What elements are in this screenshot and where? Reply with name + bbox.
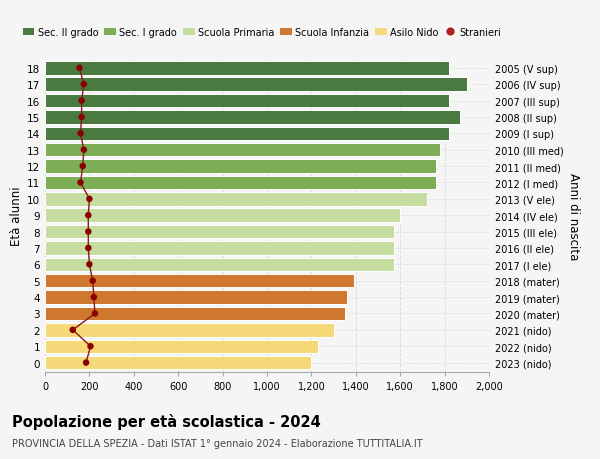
- Bar: [45, 193, 427, 206]
- Bar: [45, 111, 460, 124]
- Bar: [45, 242, 394, 255]
- Bar: [45, 324, 334, 337]
- Point: [78, 163, 88, 170]
- Bar: [45, 176, 436, 190]
- Text: Popolazione per età scolastica - 2024: Popolazione per età scolastica - 2024: [12, 413, 321, 429]
- Point: [85, 196, 94, 203]
- Point: [74, 65, 84, 73]
- Bar: [45, 274, 353, 288]
- Bar: [45, 291, 347, 304]
- Bar: [45, 225, 394, 239]
- Text: PROVINCIA DELLA SPEZIA - Dati ISTAT 1° gennaio 2024 - Elaborazione TUTTITALIA.IT: PROVINCIA DELLA SPEZIA - Dati ISTAT 1° g…: [12, 438, 422, 448]
- Bar: [45, 144, 440, 157]
- Bar: [45, 95, 449, 108]
- Y-axis label: Anni di nascita: Anni di nascita: [567, 172, 580, 259]
- Bar: [45, 160, 436, 174]
- Point: [79, 147, 89, 154]
- Bar: [45, 209, 400, 223]
- Point: [90, 310, 100, 318]
- Point: [76, 179, 85, 187]
- Y-axis label: Età alunni: Età alunni: [10, 186, 23, 246]
- Point: [85, 261, 94, 269]
- Point: [86, 343, 95, 350]
- Point: [83, 245, 93, 252]
- Bar: [45, 356, 311, 369]
- Point: [77, 98, 86, 105]
- Point: [68, 326, 77, 334]
- Point: [81, 359, 91, 366]
- Point: [89, 294, 98, 301]
- Legend: Sec. II grado, Sec. I grado, Scuola Primaria, Scuola Infanzia, Asilo Nido, Stran: Sec. II grado, Sec. I grado, Scuola Prim…: [19, 24, 505, 42]
- Bar: [45, 78, 467, 92]
- Point: [88, 277, 98, 285]
- Bar: [45, 340, 318, 353]
- Bar: [45, 258, 394, 271]
- Point: [83, 229, 93, 236]
- Point: [76, 130, 85, 138]
- Point: [83, 212, 93, 219]
- Point: [77, 114, 86, 121]
- Bar: [45, 307, 344, 320]
- Bar: [45, 127, 449, 141]
- Bar: [45, 62, 449, 75]
- Point: [79, 81, 89, 89]
